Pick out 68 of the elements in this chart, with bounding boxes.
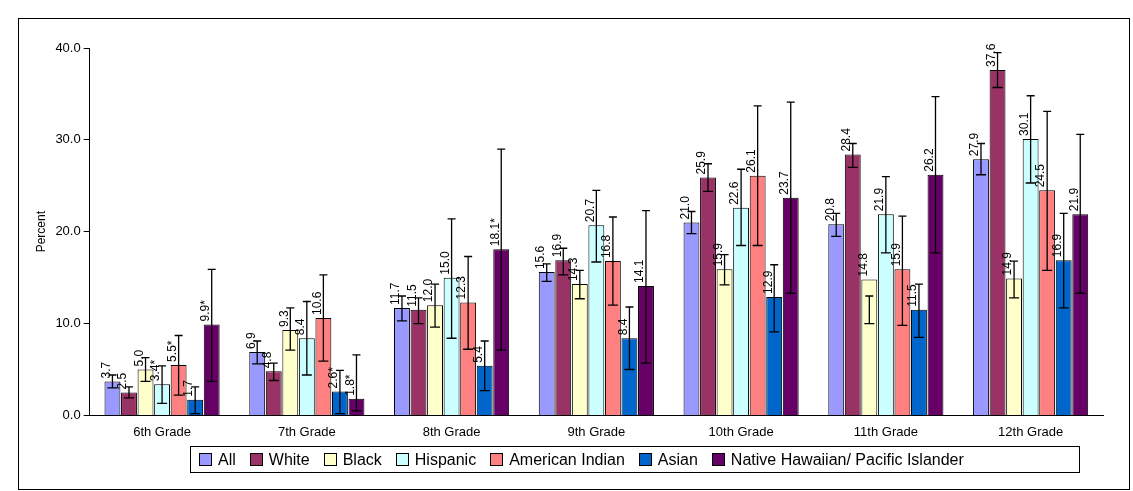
data-label: 26.1	[743, 148, 758, 173]
data-label: 11.7	[388, 282, 403, 305]
legend-label: Hispanic	[414, 450, 477, 469]
data-label: 15.9	[888, 242, 903, 267]
data-label: 20.7	[582, 198, 597, 223]
x-tick-label: 7th Grade	[277, 423, 336, 439]
data-label: 14.3	[566, 257, 581, 282]
data-label: 12.0	[421, 278, 436, 303]
data-label: 12.9	[760, 270, 775, 294]
y-tick-label: 30.0	[55, 131, 81, 147]
legend-label: Native Hawaiian/ Pacific Islander	[730, 450, 964, 469]
data-label: 14.9	[1000, 251, 1015, 276]
data-label: 21.0	[677, 195, 692, 220]
data-label: 2.6*	[326, 366, 341, 389]
data-label: 25.9	[694, 150, 709, 175]
data-label: 1.7	[181, 379, 196, 397]
legend-label: White	[268, 450, 310, 469]
data-label: 4.8	[260, 351, 275, 369]
data-label: 24.5	[1033, 163, 1048, 188]
data-label: 28.4	[839, 127, 854, 152]
data-label: 18.1*	[487, 217, 502, 247]
x-tick-label: 11th Grade	[853, 423, 918, 439]
data-label: 11.5	[404, 283, 419, 307]
data-label: 27.9	[967, 132, 982, 157]
data-label: 5.0	[131, 349, 146, 367]
data-label: 3.4*	[148, 359, 163, 382]
x-tick-label: 6th Grade	[133, 423, 191, 439]
y-axis-title: Percent	[33, 210, 48, 253]
data-label: 6.9	[243, 332, 258, 350]
y-tick-label: 20.0	[55, 223, 81, 239]
data-label: 8.4	[615, 318, 630, 336]
x-tick-label: 10th Grade	[708, 423, 774, 439]
data-label: 11.5	[905, 283, 920, 307]
legend-label: Asian	[657, 450, 698, 469]
x-tick-label: 12th Grade	[998, 423, 1064, 439]
data-label: 37.6	[983, 43, 998, 68]
data-label: 10.6	[309, 291, 324, 316]
data-label: 14.1	[632, 259, 647, 283]
data-label: 12.3	[454, 275, 469, 300]
y-tick-label: 0.0	[62, 406, 81, 422]
data-label: 2.5	[115, 372, 130, 390]
data-label: 5.5*	[164, 340, 179, 362]
legend-label: American Indian	[509, 450, 625, 469]
data-label: 30.1	[1016, 112, 1031, 136]
data-label: 15.6	[533, 245, 548, 270]
data-label: 1.8*	[342, 374, 357, 396]
data-label: 21.9	[1066, 187, 1081, 212]
data-label: 26.2	[921, 148, 936, 172]
data-label: 9.9*	[198, 299, 213, 322]
data-label: 23.7	[777, 171, 792, 195]
data-label: 16.9	[1050, 233, 1065, 258]
legend-label: Black	[342, 450, 382, 469]
data-label: 16.9	[549, 233, 564, 258]
data-label: 21.9	[872, 187, 887, 212]
data-label: 14.8	[855, 252, 870, 277]
data-label: 22.6	[727, 181, 742, 205]
data-label: 20.8	[822, 197, 837, 222]
data-label: 9.3	[276, 309, 291, 327]
y-tick-label: 10.0	[55, 315, 81, 331]
y-tick-label: 40.0	[55, 39, 81, 55]
data-label: 15.9	[710, 242, 725, 267]
data-label: 16.8	[599, 234, 614, 259]
data-label: 5.4	[470, 345, 485, 363]
data-label: 15.0	[437, 250, 452, 275]
data-label: 3.7	[98, 361, 113, 379]
x-tick-label: 9th Grade	[567, 423, 626, 439]
x-tick-label: 8th Grade	[422, 423, 481, 439]
legend-label: All	[218, 450, 236, 469]
